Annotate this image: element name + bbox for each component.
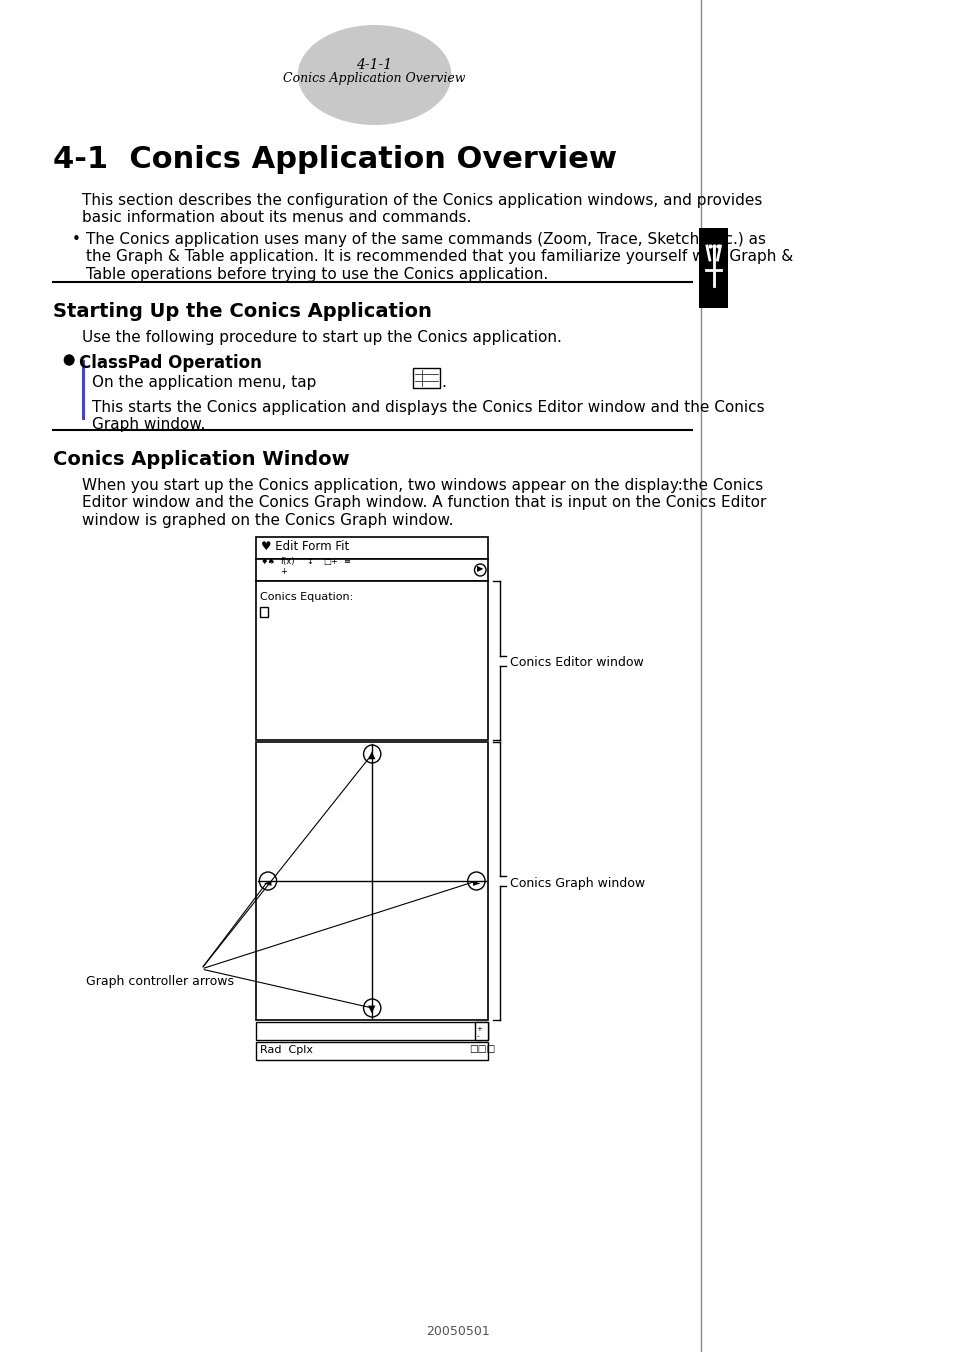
Bar [256,1022,487,1040]
Circle shape [259,872,276,890]
Text: The Conics application uses many of the same commands (Zoom, Trace, Sketch, etc.: The Conics application uses many of the … [87,233,793,281]
Bar [699,228,727,308]
Text: Use the following procedure to start up the Conics application.: Use the following procedure to start up … [82,330,561,345]
Text: ☐☐☐: ☐☐☐ [468,1045,495,1055]
Text: This section describes the configuration of the Conics application windows, and : This section describes the configuration… [82,193,761,226]
Text: ≡: ≡ [342,557,350,566]
Text: This starts the Conics application and displays the Conics Editor window and the: This starts the Conics application and d… [92,400,764,433]
Text: 20050501: 20050501 [426,1325,490,1338]
Text: .: . [441,375,446,389]
Text: ClassPad Operation: ClassPad Operation [79,354,261,372]
Text: Conics Application Overview: Conics Application Overview [283,72,465,85]
Bar [82,360,86,420]
Text: Conics Application Window: Conics Application Window [52,450,349,469]
Circle shape [64,356,74,365]
Text: Rad  Cplx: Rad Cplx [260,1045,313,1055]
Text: 4-1  Conics Application Overview: 4-1 Conics Application Overview [52,145,617,174]
Bar [256,1042,487,1060]
Circle shape [467,872,484,890]
Text: ♥ Edit Form Fit: ♥ Edit Form Fit [261,539,349,553]
Text: f(x)
+: f(x) + [280,557,294,576]
Text: ↕: ↕ [306,557,314,566]
Bar [474,1022,487,1040]
Bar [256,581,487,740]
Text: ▼: ▼ [368,1005,375,1014]
Text: ▲: ▲ [368,750,375,760]
Ellipse shape [297,24,451,124]
Bar [260,607,268,617]
Text: +
-: + - [476,1026,482,1038]
Text: Starting Up the Conics Application: Starting Up the Conics Application [52,301,432,320]
Text: ►: ► [472,877,479,887]
Text: Graph controller arrows: Graph controller arrows [87,975,234,988]
Circle shape [363,999,380,1017]
Bar [256,537,487,558]
Text: ◄: ◄ [264,877,272,887]
Text: ♦♠: ♦♠ [260,557,275,566]
Text: Conics Graph window: Conics Graph window [510,877,644,890]
Text: ▶: ▶ [476,564,483,573]
Text: Conics Editor window: Conics Editor window [510,657,643,669]
Circle shape [474,564,485,576]
Text: □+: □+ [323,557,338,566]
Text: On the application menu, tap: On the application menu, tap [92,375,316,389]
Circle shape [363,745,380,763]
Text: Conics Equation:: Conics Equation: [260,592,354,602]
Bar [256,558,487,581]
Bar [256,742,487,1019]
Text: •: • [72,233,81,247]
Text: 4-1-1: 4-1-1 [356,58,393,72]
Bar [413,368,439,388]
Text: When you start up the Conics application, two windows appear on the display:the : When you start up the Conics application… [82,479,765,527]
